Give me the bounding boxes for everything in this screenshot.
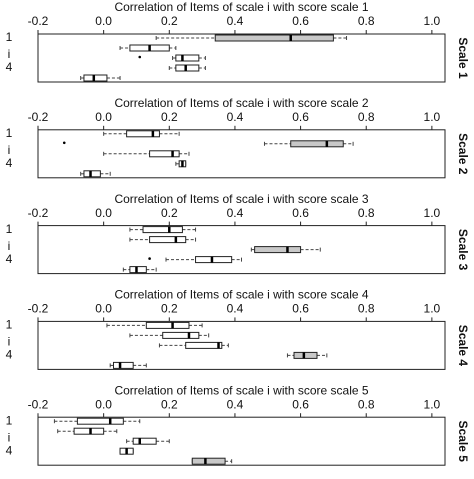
y-tick-label: 1 xyxy=(6,413,13,427)
x-tick-label: 0.6 xyxy=(292,206,309,220)
box xyxy=(112,361,134,369)
x-tick-label: 0.2 xyxy=(161,302,178,316)
x-tick-label: 0.0 xyxy=(95,110,112,124)
y-tick-label: 4 xyxy=(6,348,13,362)
panel: Correlation of Items of scale i with sco… xyxy=(6,288,470,370)
box xyxy=(73,427,105,435)
box xyxy=(185,341,223,349)
x-tick-label: 0.8 xyxy=(358,302,375,316)
x-tick-label: 0.4 xyxy=(227,110,244,124)
x-tick-label: 0.4 xyxy=(227,206,244,220)
panel: Correlation of Items of scale i with sco… xyxy=(6,192,470,275)
x-tick-label: 0.8 xyxy=(358,110,375,124)
x-tick-label: 0.8 xyxy=(358,206,375,220)
outlier xyxy=(138,55,142,59)
y-tick-label: 4 xyxy=(6,443,13,457)
x-tick-label: 0.2 xyxy=(161,110,178,124)
x-tick-label: 1.0 xyxy=(424,206,441,220)
box xyxy=(162,331,200,339)
box xyxy=(175,64,200,72)
box xyxy=(195,256,233,264)
panel-title: Correlation of Items of scale i with sco… xyxy=(114,288,368,302)
x-tick-label: 0.6 xyxy=(292,302,309,316)
x-tick-label: -0.2 xyxy=(28,110,49,124)
x-tick-label: 0.2 xyxy=(161,397,178,411)
y-axis-label: i xyxy=(8,143,11,157)
box xyxy=(83,170,101,178)
y-tick-label: 1 xyxy=(6,222,13,236)
outlier xyxy=(148,257,151,260)
x-tick-label: 1.0 xyxy=(424,110,441,124)
x-tick-label: 0.0 xyxy=(95,14,112,28)
y-axis-label: i xyxy=(8,47,11,61)
x-tick-label: 0.6 xyxy=(292,110,309,124)
box xyxy=(76,417,124,425)
box xyxy=(132,437,157,445)
panel-title: Correlation of Items of scale i with sco… xyxy=(114,96,368,110)
side-label: Scale 3 xyxy=(456,229,470,271)
y-tick-label: 4 xyxy=(6,252,13,266)
box xyxy=(126,130,160,138)
side-label: Scale 2 xyxy=(456,133,470,175)
x-tick-label: 0.4 xyxy=(227,14,244,28)
plot-frame xyxy=(37,33,446,83)
y-axis-label: i xyxy=(8,335,11,349)
box xyxy=(149,150,180,158)
y-axis-label: i xyxy=(8,239,11,253)
box xyxy=(214,34,334,42)
box xyxy=(83,74,108,82)
box xyxy=(254,246,302,254)
side-label: Scale 5 xyxy=(456,421,470,463)
y-tick-label: 1 xyxy=(6,30,13,44)
side-label: Scale 4 xyxy=(456,325,470,367)
x-tick-label: 0.0 xyxy=(95,302,112,316)
x-tick-label: 0.0 xyxy=(95,397,112,411)
y-tick-label: 4 xyxy=(6,156,13,170)
x-tick-label: -0.2 xyxy=(28,206,49,220)
box xyxy=(149,236,187,244)
x-tick-label: 0.2 xyxy=(161,206,178,220)
x-tick-label: -0.2 xyxy=(28,302,49,316)
y-tick-label: 1 xyxy=(6,126,13,140)
x-tick-label: 0.4 xyxy=(227,397,244,411)
y-tick-label: 1 xyxy=(6,318,13,332)
panel: Correlation of Items of scale i with sco… xyxy=(6,0,470,83)
x-tick-label: 1.0 xyxy=(424,14,441,28)
x-tick-label: 0.8 xyxy=(358,14,375,28)
plot-frame xyxy=(37,225,446,275)
panel-title: Correlation of Items of scale i with sco… xyxy=(114,0,368,14)
y-tick-label: 4 xyxy=(6,60,13,74)
x-tick-label: 0.6 xyxy=(292,14,309,28)
box xyxy=(290,140,344,148)
x-tick-label: 0.8 xyxy=(358,397,375,411)
x-tick-label: 1.0 xyxy=(424,397,441,411)
box xyxy=(293,351,318,359)
x-tick-label: 0.2 xyxy=(161,14,178,28)
panel: Correlation of Items of scale i with sco… xyxy=(6,96,470,179)
plot-frame xyxy=(37,416,446,466)
panel-title: Correlation of Items of scale i with sco… xyxy=(114,383,368,397)
x-tick-label: 0.0 xyxy=(95,206,112,220)
outlier xyxy=(62,141,66,145)
y-axis-label: i xyxy=(8,430,11,444)
box xyxy=(142,226,183,234)
x-tick-label: -0.2 xyxy=(28,397,49,411)
x-tick-label: -0.2 xyxy=(28,14,49,28)
plot-frame xyxy=(37,129,446,179)
panel-title: Correlation of Items of scale i with sco… xyxy=(114,192,368,206)
x-tick-label: 1.0 xyxy=(424,302,441,316)
box xyxy=(175,54,200,62)
x-tick-label: 0.6 xyxy=(292,397,309,411)
box xyxy=(191,457,226,465)
plot-frame xyxy=(37,320,446,370)
panel: Correlation of Items of scale i with sco… xyxy=(6,383,470,466)
box xyxy=(129,266,147,274)
box xyxy=(145,321,190,329)
side-label: Scale 1 xyxy=(456,37,470,79)
x-tick-label: 0.4 xyxy=(227,302,244,316)
